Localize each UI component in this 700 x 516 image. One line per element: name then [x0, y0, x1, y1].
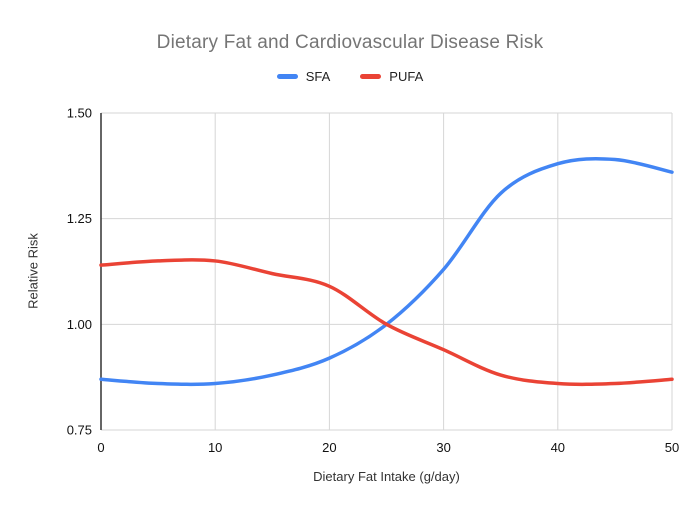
x-tick-label: 20 [322, 440, 336, 455]
y-tick-label: 1.25 [67, 211, 92, 226]
legend-item-sfa[interactable]: SFA [276, 69, 331, 84]
x-tick-label: 40 [551, 440, 565, 455]
legend-label-sfa: SFA [305, 69, 331, 84]
y-tick-label: 1.00 [67, 317, 92, 332]
legend: SFA PUFA [0, 69, 700, 84]
x-tick-label: 50 [665, 440, 679, 455]
legend-swatch-pufa-icon [360, 74, 382, 79]
legend-label-pufa: PUFA [389, 69, 424, 84]
x-tick-label: 10 [208, 440, 222, 455]
y-tick-label: 1.50 [67, 106, 92, 121]
legend-item-pufa[interactable]: PUFA [360, 69, 423, 84]
x-axis-title: Dietary Fat Intake (g/day) [313, 469, 460, 484]
chart-title: Dietary Fat and Cardiovascular Disease R… [156, 32, 544, 53]
y-tick-label: 0.75 [67, 423, 92, 438]
series-line-sfa [99, 156, 674, 387]
legend-swatch-sfa-icon [276, 74, 298, 79]
series-line-pufa [99, 258, 674, 387]
x-tick-label: 0 [97, 440, 104, 455]
x-tick-label: 30 [436, 440, 450, 455]
